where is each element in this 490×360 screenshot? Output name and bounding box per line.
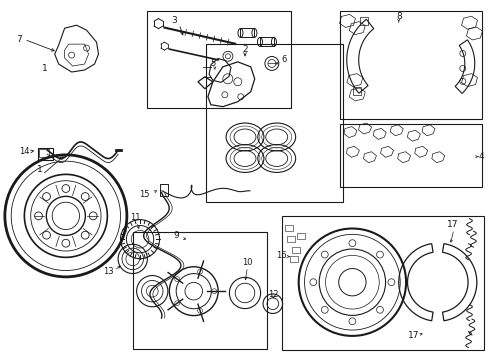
Text: 16: 16	[276, 251, 287, 260]
Text: 5: 5	[211, 59, 216, 68]
Bar	[297, 233, 305, 239]
Circle shape	[212, 289, 217, 294]
Text: 1: 1	[37, 165, 43, 174]
Text: 4: 4	[479, 152, 484, 161]
Text: 12: 12	[268, 290, 278, 299]
Text: 17: 17	[447, 220, 458, 229]
Text: 17: 17	[408, 332, 419, 341]
Text: 15: 15	[139, 190, 150, 199]
Bar	[288, 236, 295, 242]
Bar	[353, 87, 361, 95]
Text: 2: 2	[242, 45, 248, 54]
Bar	[206, 44, 343, 202]
Text: 8: 8	[396, 12, 402, 21]
Bar	[38, 148, 53, 160]
Bar	[147, 12, 292, 108]
Text: 7: 7	[17, 35, 23, 44]
Bar	[340, 125, 482, 187]
Circle shape	[197, 269, 202, 274]
Text: 9: 9	[174, 231, 179, 240]
Text: 14: 14	[20, 147, 30, 156]
Bar	[39, 149, 49, 157]
Text: 3: 3	[172, 16, 177, 25]
Text: 11: 11	[130, 213, 141, 222]
Bar	[160, 184, 168, 195]
Bar	[285, 225, 293, 231]
Bar	[360, 17, 368, 25]
Bar	[340, 12, 482, 119]
Bar	[241, 28, 254, 37]
Circle shape	[197, 308, 202, 313]
Text: 6: 6	[282, 55, 287, 64]
Circle shape	[175, 277, 180, 282]
Bar	[260, 37, 274, 46]
Circle shape	[175, 301, 180, 306]
Bar	[292, 247, 300, 253]
Text: 1: 1	[42, 64, 48, 73]
Bar	[290, 256, 298, 262]
Text: 13: 13	[103, 267, 114, 276]
Bar	[282, 216, 484, 350]
Bar	[133, 232, 267, 348]
Text: 10: 10	[242, 258, 253, 267]
